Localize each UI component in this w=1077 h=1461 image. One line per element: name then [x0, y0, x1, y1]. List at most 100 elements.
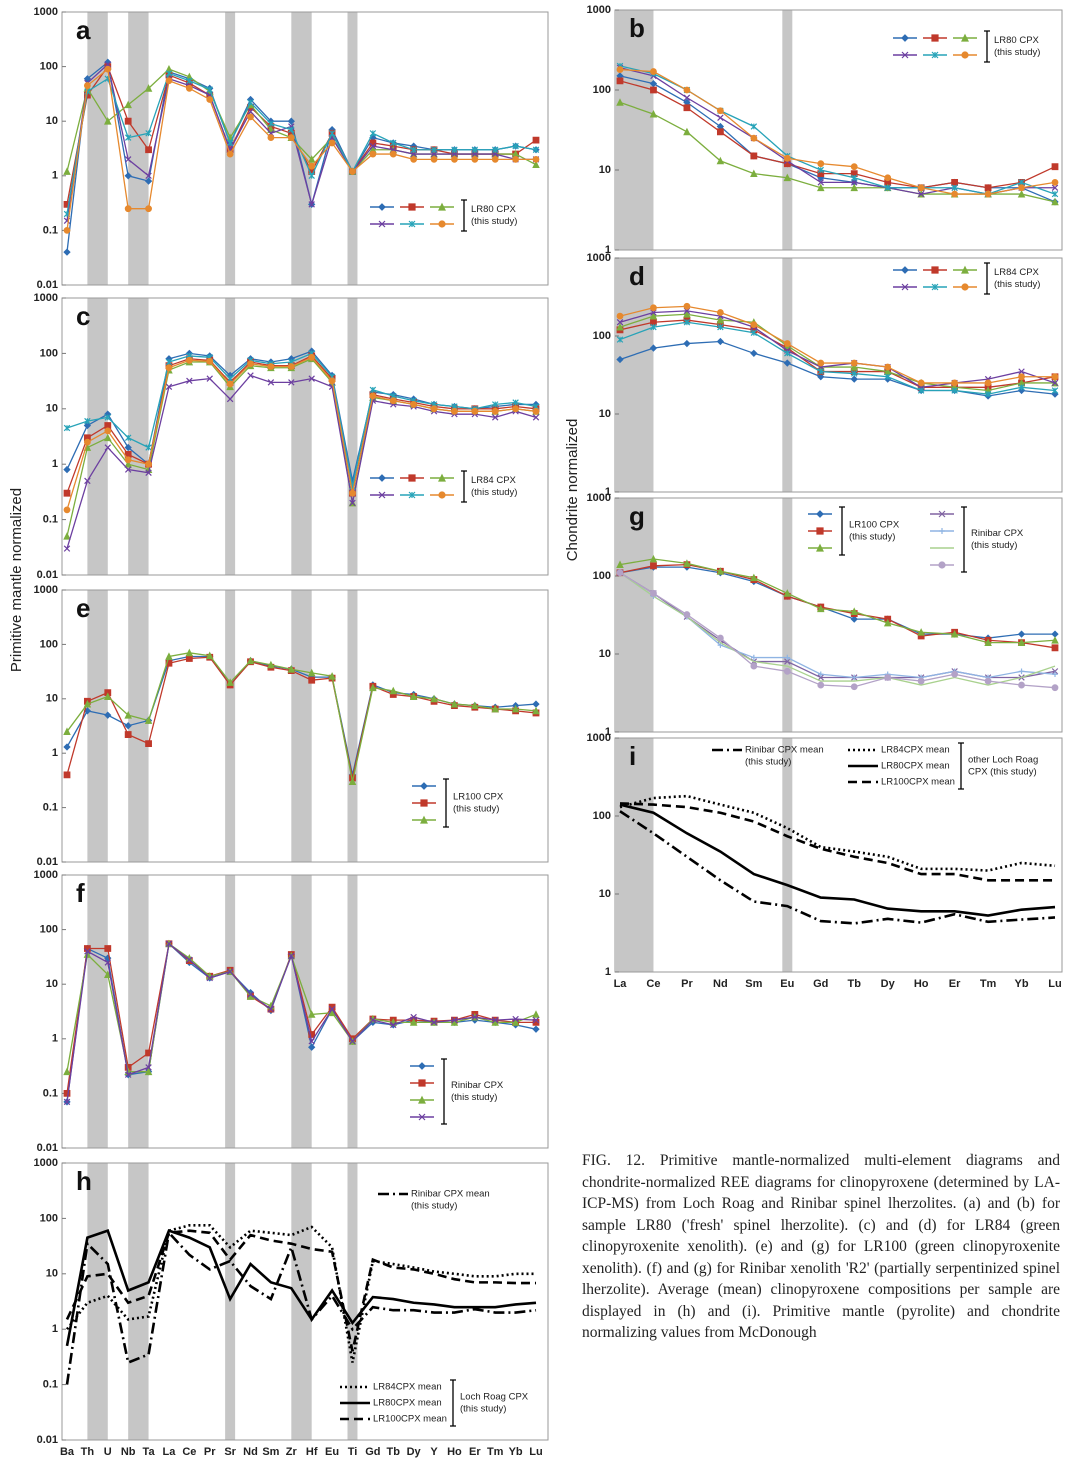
- data-point: [1051, 644, 1059, 652]
- legend-note: (this study): [745, 757, 791, 768]
- highlight-band: [782, 738, 793, 972]
- legend-marker: [438, 220, 446, 228]
- legend-title: (this study): [849, 532, 895, 543]
- data-point: [63, 506, 71, 514]
- legend-marker: [420, 782, 428, 790]
- data-point: [816, 604, 825, 613]
- data-point: [683, 104, 691, 112]
- data-point: [165, 940, 173, 948]
- y-tick-label: 10: [46, 978, 58, 990]
- panel-label: h: [76, 1166, 92, 1196]
- y-tick-label: 0.1: [43, 802, 58, 814]
- data-point: [650, 86, 657, 94]
- data-point: [124, 134, 132, 141]
- x-tick-label: Eu: [780, 978, 794, 990]
- data-point: [185, 648, 194, 657]
- data-point: [430, 146, 438, 153]
- legend-marker: [931, 266, 939, 274]
- x-tick-label: Eu: [325, 1446, 339, 1458]
- data-point: [267, 660, 275, 669]
- data-point: [491, 1016, 499, 1024]
- data-point: [63, 465, 71, 474]
- highlight-band: [225, 590, 236, 862]
- data-point: [430, 156, 438, 163]
- data-point: [650, 304, 657, 312]
- highlight-band: [347, 298, 358, 575]
- data-point: [267, 363, 275, 370]
- data-point: [850, 163, 858, 171]
- legend-marker: [418, 1095, 426, 1104]
- x-tick-label: Ce: [646, 978, 660, 990]
- x-tick-label: Ti: [348, 1446, 358, 1458]
- data-point: [532, 414, 540, 421]
- data-point: [1051, 379, 1059, 387]
- data-point: [851, 674, 858, 681]
- x-tick-label: Sm: [262, 1446, 279, 1458]
- data-point: [409, 1018, 418, 1026]
- data-point: [1018, 681, 1025, 689]
- y-tick-label: 0.1: [43, 1379, 58, 1391]
- data-point: [817, 681, 825, 689]
- data-point: [124, 456, 132, 464]
- legend-title: LR80 CPX: [994, 35, 1040, 46]
- data-point: [389, 397, 397, 405]
- highlight-band: [615, 10, 654, 250]
- y-tick-label: 10: [599, 164, 611, 176]
- data-point: [1052, 671, 1058, 678]
- data-point: [850, 375, 858, 383]
- y-tick-label: 0.01: [37, 569, 58, 581]
- highlight-band: [347, 875, 358, 1148]
- y-tick-label: 1: [52, 170, 58, 182]
- legend-bracket: [461, 470, 467, 503]
- x-tick-label: Ta: [143, 1446, 156, 1458]
- data-point: [616, 336, 624, 343]
- data-point: [124, 460, 132, 468]
- x-tick-label: Tm: [980, 978, 997, 990]
- data-point: [451, 156, 458, 163]
- data-point: [185, 84, 193, 92]
- data-point: [349, 168, 356, 175]
- x-tick-label: Tb: [387, 1446, 401, 1458]
- data-point: [226, 968, 234, 975]
- data-point: [1051, 179, 1059, 186]
- data-point: [1018, 179, 1025, 186]
- data-point: [984, 379, 992, 387]
- highlight-band: [291, 875, 312, 1148]
- data-point: [124, 117, 132, 125]
- data-point: [247, 108, 254, 115]
- data-point: [716, 156, 725, 165]
- data-point: [104, 959, 112, 966]
- data-point: [683, 86, 691, 94]
- data-point: [63, 1067, 71, 1076]
- y-axis-title: Primitive mantle normalized: [8, 488, 25, 672]
- data-point: [267, 379, 275, 386]
- data-point: [817, 359, 825, 367]
- data-point: [649, 80, 658, 88]
- data-point: [206, 375, 213, 382]
- data-point: [1017, 638, 1026, 647]
- x-tick-label: Yb: [509, 1446, 523, 1458]
- data-point: [369, 386, 377, 394]
- data-point: [491, 1018, 499, 1026]
- data-point: [1018, 384, 1025, 391]
- data-point: [750, 152, 758, 160]
- legend-title: (this study): [471, 216, 517, 227]
- data-point: [491, 156, 499, 163]
- legend-label: LR100CPX mean: [373, 1414, 447, 1425]
- data-point: [389, 150, 397, 158]
- data-point: [716, 337, 725, 346]
- data-point: [124, 156, 132, 163]
- legend-title: LR100 CPX: [849, 520, 900, 531]
- data-point: [430, 694, 438, 703]
- highlight-band: [291, 590, 312, 862]
- data-point: [186, 956, 193, 964]
- legend-bracket: [839, 506, 845, 556]
- data-point: [63, 545, 71, 552]
- data-point: [226, 380, 234, 388]
- data-point: [308, 353, 316, 361]
- data-point: [410, 156, 418, 163]
- data-point: [104, 65, 112, 73]
- data-point: [683, 310, 691, 318]
- data-point: [491, 704, 499, 713]
- legend-title: Rinibar CPX: [451, 1080, 504, 1091]
